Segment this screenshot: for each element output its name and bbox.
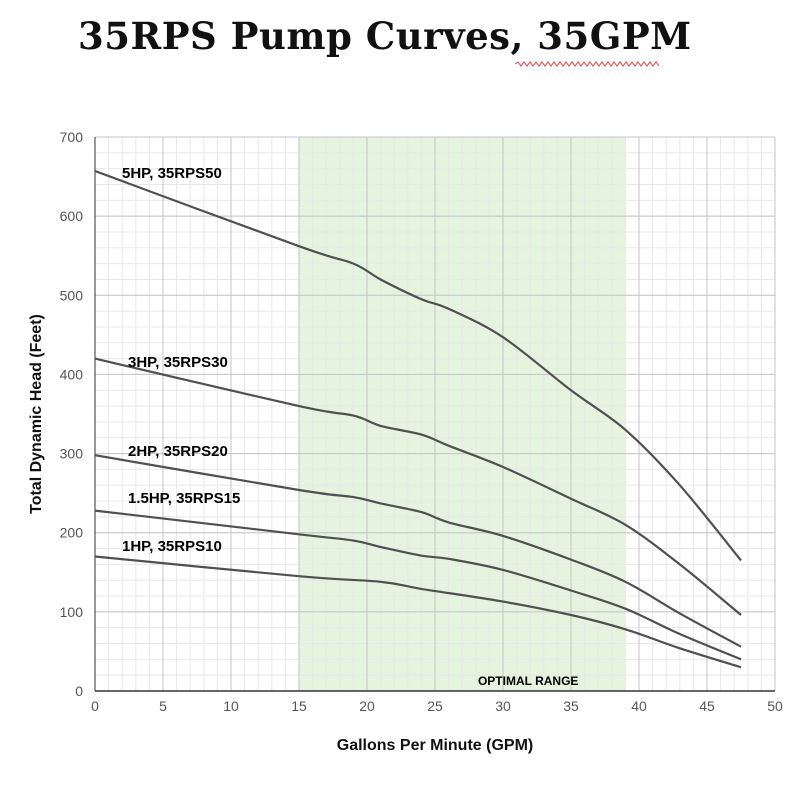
series-line [94, 509, 742, 661]
series-label: 2HP, 35RPS20 [128, 443, 228, 460]
x-tick-label: 35 [563, 698, 579, 714]
x-tick-label: 40 [631, 698, 647, 714]
x-tick-label: 15 [291, 698, 307, 714]
x-tick-label: 0 [91, 698, 99, 714]
x-tick-label: 50 [767, 698, 783, 714]
x-tick-label: 10 [223, 698, 239, 714]
series-label: 1.5HP, 35RPS15 [128, 490, 240, 507]
series-line [94, 169, 742, 562]
y-tick-label: 300 [60, 446, 84, 462]
x-tick-label: 25 [427, 698, 443, 714]
x-tick-label: 5 [159, 698, 167, 714]
y-axis-title: Total Dynamic Head (Feet) [28, 314, 45, 514]
y-tick-label: 500 [60, 287, 84, 303]
y-tick-label: 200 [60, 525, 84, 541]
series-line [94, 357, 742, 616]
x-axis-title: Gallons Per Minute (GPM) [337, 737, 533, 754]
y-tick-label: 600 [60, 208, 84, 224]
series-label: 5HP, 35RPS50 [122, 165, 222, 182]
x-tick-label: 30 [495, 698, 511, 714]
series-label: 1HP, 35RPS10 [122, 538, 222, 555]
y-tick-label: 0 [75, 683, 83, 699]
spellcheck-underline [515, 61, 660, 67]
y-tick-label: 100 [60, 604, 84, 620]
optimal-range-label: OPTIMAL RANGE [478, 674, 578, 688]
x-tick-label: 20 [359, 698, 375, 714]
page-title: 35RPS Pump Curves, 35GPM [78, 14, 692, 58]
x-tick-label: 45 [699, 698, 715, 714]
y-tick-label: 400 [60, 366, 84, 382]
y-tick-label: 700 [60, 129, 84, 145]
series-label: 3HP, 35RPS30 [128, 354, 228, 371]
series-line [94, 555, 742, 669]
series-line [94, 454, 742, 648]
